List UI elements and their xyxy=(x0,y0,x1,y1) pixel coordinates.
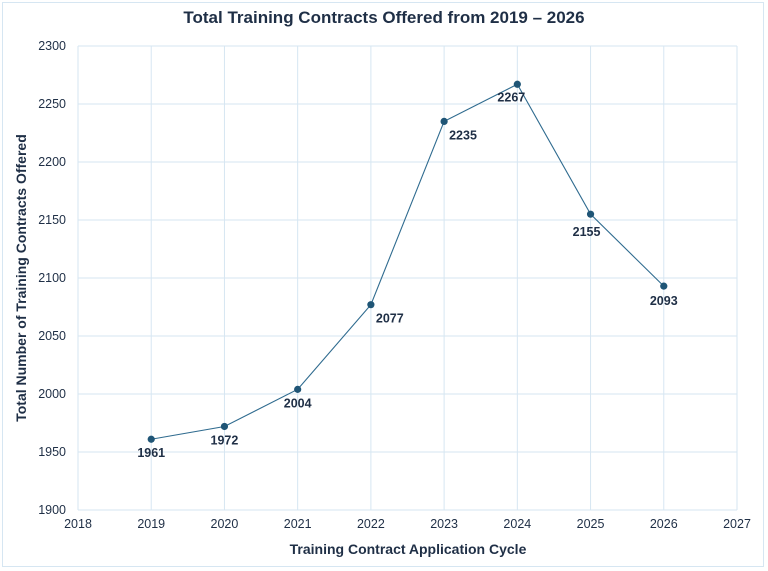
data-point xyxy=(294,385,302,393)
y-tick-label: 2000 xyxy=(38,387,66,401)
x-tick-label: 2027 xyxy=(723,517,751,531)
data-label: 2267 xyxy=(497,90,525,104)
x-tick-label: 2019 xyxy=(137,517,165,531)
data-labels: 1961 1972 2004 2077 2235 2267 2155 2093 xyxy=(137,90,677,460)
data-label: 1972 xyxy=(211,433,239,447)
y-tick-label: 2050 xyxy=(38,329,66,343)
data-point xyxy=(440,117,448,125)
x-tick-label: 2021 xyxy=(284,517,312,531)
grid-lines xyxy=(77,45,738,511)
x-tick-label: 2022 xyxy=(357,517,385,531)
data-label: 2077 xyxy=(376,312,404,326)
x-tick-label: 2026 xyxy=(650,517,678,531)
x-tick-label: 2020 xyxy=(211,517,239,531)
x-tick-label: 2025 xyxy=(577,517,605,531)
data-point xyxy=(513,80,521,88)
chart-title: Total Training Contracts Offered from 20… xyxy=(183,8,585,27)
data-point xyxy=(367,301,375,309)
y-tick-label: 2200 xyxy=(38,155,66,169)
x-tick-label: 2018 xyxy=(64,517,92,531)
data-point xyxy=(660,282,668,290)
data-point xyxy=(147,435,155,443)
x-tick-label: 2024 xyxy=(503,517,531,531)
y-tick-label: 2150 xyxy=(38,213,66,227)
data-label: 2093 xyxy=(650,294,678,308)
y-tick-label: 2250 xyxy=(38,97,66,111)
x-axis-label: Training Contract Application Cycle xyxy=(289,541,527,557)
y-tick-label: 2100 xyxy=(38,271,66,285)
axis-ticks: 2018 2019 2020 2021 2022 2023 2024 2025 2026 2027… xyxy=(38,39,751,531)
y-tick-label: 1900 xyxy=(38,503,66,517)
data-point xyxy=(220,422,229,431)
x-tick-label: 2023 xyxy=(430,517,458,531)
series-line xyxy=(151,83,665,440)
y-tick-label: 2300 xyxy=(38,39,66,53)
data-point xyxy=(586,210,595,218)
data-label: 2004 xyxy=(284,396,312,410)
y-tick-label: 1950 xyxy=(38,445,66,459)
data-label: 2235 xyxy=(449,128,477,142)
data-label: 1961 xyxy=(137,446,165,460)
data-label: 2155 xyxy=(573,225,601,239)
data-series xyxy=(147,80,668,443)
